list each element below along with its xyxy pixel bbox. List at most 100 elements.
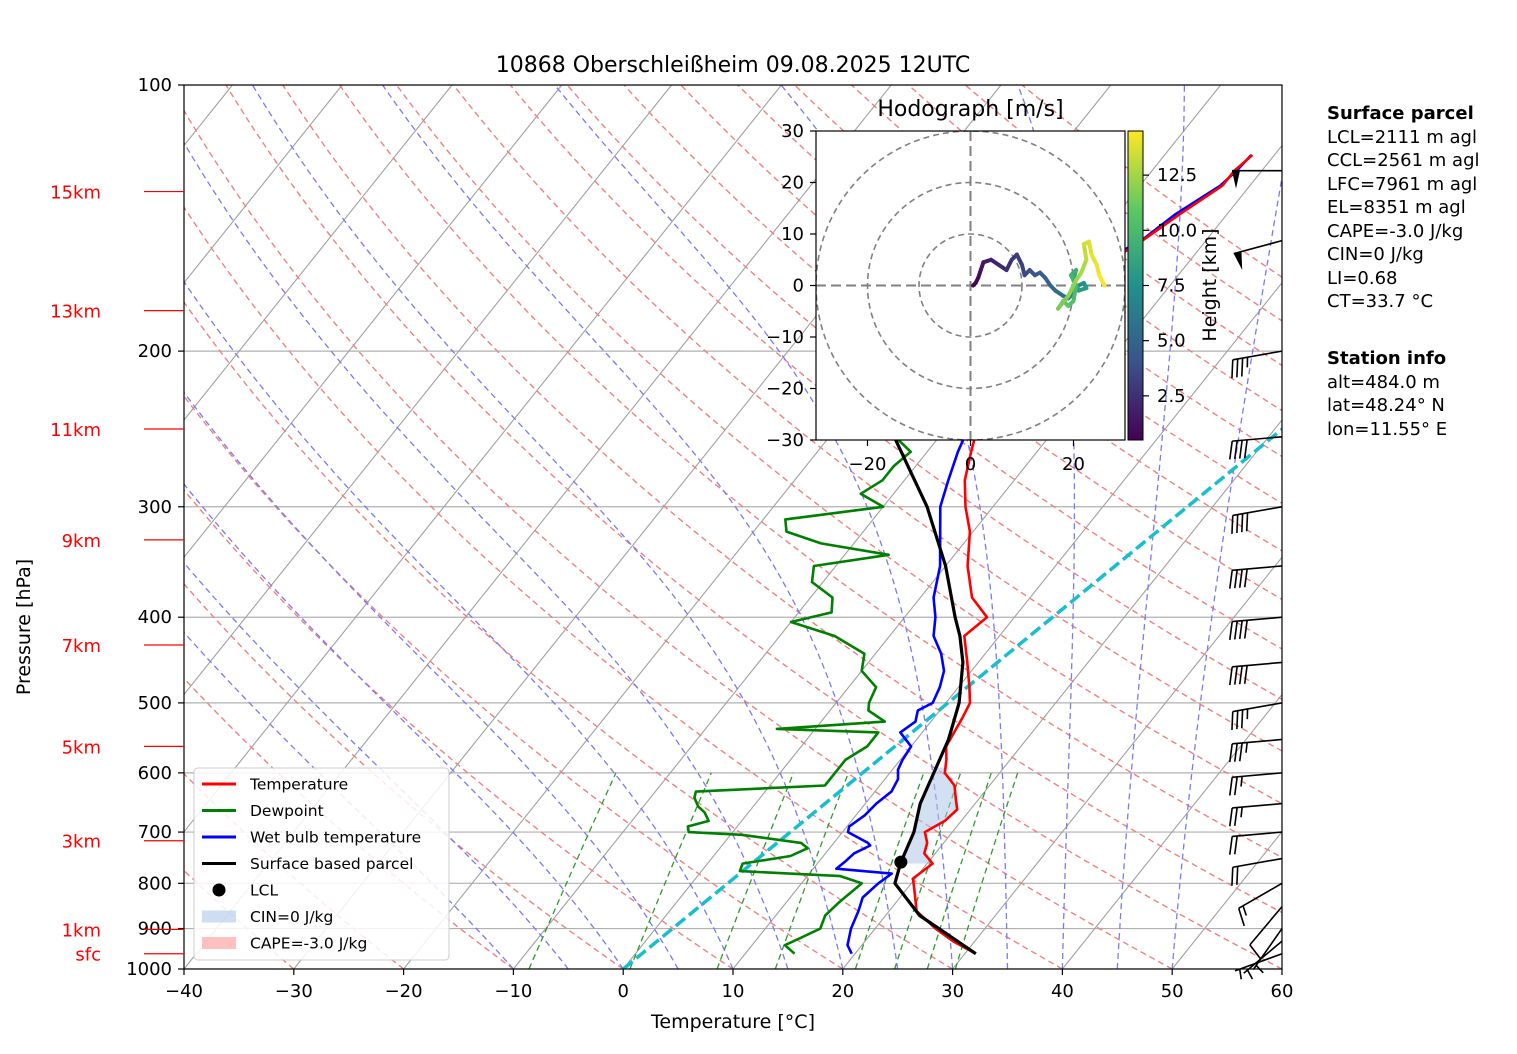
wind-barb-full bbox=[1233, 743, 1238, 762]
hodograph-x-tick-label: 0 bbox=[965, 454, 976, 475]
isotherm-line bbox=[732, 281, 1282, 969]
wind-barb-staff bbox=[1232, 661, 1283, 668]
colorbar-tick-label: 12.5 bbox=[1157, 165, 1197, 186]
wind-barb-half bbox=[1245, 742, 1248, 753]
wind-barb-full bbox=[1240, 709, 1244, 729]
x-tick-label: 50 bbox=[1161, 981, 1184, 1002]
hodograph-x-tick-label: −20 bbox=[849, 454, 887, 475]
wind-barb-flag bbox=[1232, 170, 1240, 189]
isotherm-line bbox=[842, 419, 1282, 969]
wind-barb bbox=[1231, 857, 1283, 886]
hodograph-title: Hodograph [m/s] bbox=[877, 97, 1063, 122]
wind-barb-full bbox=[1236, 358, 1239, 378]
moist-adiabat-line bbox=[381, 85, 899, 969]
wind-barb-full bbox=[1238, 569, 1243, 588]
wind-barb-full bbox=[1240, 358, 1244, 377]
hodograph: Hodograph [m/s] −20 0 20 −30 −20 −10 0 10 20 30 2.5… bbox=[766, 97, 1221, 475]
chart-title: 10868 Oberschleißheim 09.08.2025 12UTC bbox=[496, 53, 971, 78]
y-tick-label: 300 bbox=[138, 497, 172, 518]
wind-barb-staff bbox=[1232, 565, 1283, 572]
wind-barb-full bbox=[1233, 440, 1238, 460]
wind-barb-half bbox=[1240, 807, 1243, 818]
y-tick-label: 100 bbox=[138, 75, 172, 96]
surface-parcel-lcl: LCL=2111 m agl bbox=[1327, 126, 1477, 148]
legend-swatch bbox=[202, 937, 236, 949]
hodograph-segment bbox=[1071, 283, 1079, 303]
wind-barb-half bbox=[1255, 964, 1264, 974]
wind-barb-staff bbox=[1232, 772, 1283, 779]
height-label: sfc bbox=[75, 945, 101, 966]
isotherm-line bbox=[184, 85, 673, 696]
wind-barb-staff bbox=[1232, 702, 1283, 713]
dry-adiabat-line bbox=[225, 85, 1282, 969]
moist-adiabat-line bbox=[251, 85, 844, 969]
moist-adiabat-line bbox=[184, 483, 624, 969]
isotherm-line bbox=[0, 85, 13, 969]
y-axis-label: Pressure [hPa] bbox=[13, 559, 35, 695]
wind-barb bbox=[1231, 505, 1283, 534]
legend-label: Dewpoint bbox=[250, 802, 324, 820]
wind-barb bbox=[1237, 882, 1283, 927]
x-tick-label: 30 bbox=[941, 981, 964, 1002]
y-tick-label: 500 bbox=[138, 693, 172, 714]
lcl-point bbox=[894, 855, 908, 869]
hodograph-y-tick-label: −30 bbox=[766, 430, 804, 451]
hodograph-segment bbox=[1056, 293, 1071, 311]
x-tick-label: 40 bbox=[1051, 981, 1074, 1002]
wind-barb bbox=[1228, 772, 1283, 796]
wind-barb-full bbox=[1237, 908, 1245, 927]
wind-barb bbox=[1234, 952, 1283, 980]
legend-label: Surface based parcel bbox=[250, 855, 413, 873]
height-label: 1km bbox=[62, 920, 101, 941]
legend-label: CIN=0 J/kg bbox=[250, 908, 333, 926]
wind-barb-full bbox=[1233, 776, 1238, 796]
y-tick-label: 200 bbox=[138, 341, 172, 362]
colorbar-label: Height [km] bbox=[1199, 228, 1221, 341]
wind-barb-full bbox=[1238, 620, 1243, 640]
mixing-ratio-line bbox=[926, 772, 992, 969]
wind-barb-full bbox=[1243, 665, 1248, 684]
isotherm-line bbox=[184, 85, 453, 421]
hodograph-segment bbox=[1086, 239, 1094, 257]
dry-adiabat-line bbox=[452, 85, 1282, 752]
surface-parcel-lfc: LFC=7961 m agl bbox=[1327, 173, 1478, 195]
wind-barb bbox=[1228, 565, 1283, 589]
height-label: 7km bbox=[62, 636, 101, 657]
wind-barb-full bbox=[1231, 359, 1234, 379]
wind-barb-staff bbox=[1238, 882, 1283, 910]
wind-barb-full bbox=[1236, 710, 1239, 730]
station-info-header: Station info bbox=[1327, 348, 1447, 369]
surface-parcel-header: Surface parcel bbox=[1327, 103, 1474, 124]
legend-label: Temperature bbox=[249, 776, 348, 794]
surface-parcel-cin: CIN=0 J/kg bbox=[1327, 244, 1424, 265]
wind-barb-staff bbox=[1232, 616, 1283, 623]
wind-barb-full bbox=[1245, 512, 1249, 532]
wind-barb-flag bbox=[1233, 251, 1243, 270]
wind-barb-half bbox=[1240, 776, 1243, 787]
wind-barb-full bbox=[1228, 441, 1233, 460]
wind-barb bbox=[1228, 831, 1283, 855]
height-label: 3km bbox=[62, 832, 101, 853]
wind-barb bbox=[1231, 702, 1283, 731]
dry-adiabat-line bbox=[184, 395, 844, 969]
hodograph-y-tick-label: 30 bbox=[781, 121, 804, 142]
wind-barb-staff bbox=[1232, 435, 1283, 442]
moist-adiabat-line bbox=[184, 141, 789, 969]
wind-barb-full bbox=[1228, 666, 1233, 686]
colorbar-tick-label: 10.0 bbox=[1157, 220, 1197, 241]
wind-barb-full bbox=[1228, 836, 1233, 855]
wind-barb-full bbox=[1228, 807, 1233, 827]
y-tick-label: 400 bbox=[138, 607, 172, 628]
wind-barb bbox=[1228, 661, 1283, 686]
x-tick-label: −40 bbox=[165, 981, 203, 1002]
wind-barb bbox=[1228, 435, 1283, 460]
wind-barb bbox=[1232, 169, 1282, 189]
wind-barb-staff bbox=[1252, 928, 1283, 970]
wind-barb-full bbox=[1228, 777, 1233, 796]
hodograph-colorbar bbox=[1127, 130, 1144, 441]
x-tick-label: 0 bbox=[617, 981, 628, 1002]
wind-barb-half bbox=[1246, 969, 1254, 980]
moist-adiabat-line bbox=[184, 391, 679, 969]
wind-barb bbox=[1228, 802, 1283, 827]
